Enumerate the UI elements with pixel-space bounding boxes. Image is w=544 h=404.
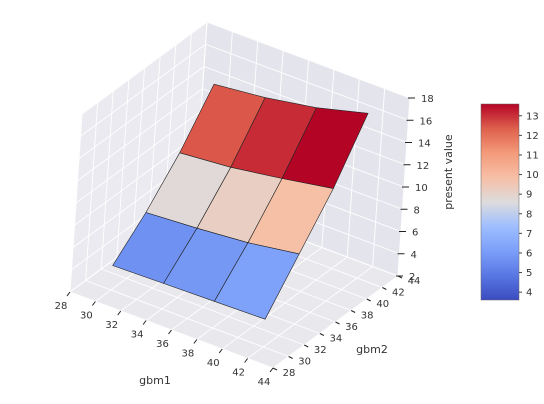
colorbar-tick-label: 7 bbox=[526, 229, 532, 240]
z-tick-label: 2 bbox=[409, 272, 415, 283]
z-tick-label: 8 bbox=[414, 205, 420, 216]
axes: 2830323436384042442830323436384042442468… bbox=[55, 94, 434, 388]
y-tick-label: 32 bbox=[314, 345, 327, 356]
y-tick bbox=[350, 310, 356, 313]
colorbar-gradient bbox=[480, 103, 520, 301]
grid-line bbox=[206, 21, 411, 99]
surface bbox=[112, 83, 369, 320]
y-tick-label: 36 bbox=[345, 322, 358, 333]
y-tick bbox=[288, 356, 293, 359]
grid-line bbox=[205, 43, 409, 121]
surface-patch bbox=[112, 212, 198, 284]
x-tick bbox=[142, 320, 147, 325]
z-tick-label: 4 bbox=[411, 250, 417, 261]
grid-line bbox=[78, 66, 205, 159]
y-tick bbox=[319, 333, 325, 336]
x-tick bbox=[193, 339, 198, 344]
y-tick-label: 40 bbox=[376, 299, 389, 310]
x-tick bbox=[218, 348, 223, 354]
grid-line bbox=[81, 21, 208, 115]
x-tick bbox=[117, 310, 122, 316]
x-tick-label: 28 bbox=[55, 301, 68, 312]
y-tick bbox=[382, 287, 387, 290]
grid-line bbox=[77, 88, 203, 182]
colorbar-tick-label: 12 bbox=[526, 131, 539, 142]
y-tick bbox=[304, 344, 309, 348]
colorbar-tick-label: 10 bbox=[526, 170, 539, 181]
grid-line bbox=[203, 66, 408, 143]
z-tick-label: 16 bbox=[420, 116, 433, 127]
y-tick-label: 34 bbox=[330, 334, 343, 345]
colorbar-tick-label: 4 bbox=[526, 288, 532, 299]
x-tick bbox=[91, 301, 96, 306]
x-axis-label: gbm1 bbox=[139, 374, 171, 387]
x-tick-label: 38 bbox=[182, 349, 195, 360]
z-axis-label: present value bbox=[442, 134, 455, 210]
y-axis-label: gbm2 bbox=[356, 343, 388, 356]
z-tick-label: 18 bbox=[421, 94, 434, 105]
y-tick-label: 30 bbox=[298, 357, 311, 368]
z-tick-label: 14 bbox=[418, 139, 431, 150]
y-tick bbox=[272, 367, 278, 371]
x-tick-label: 44 bbox=[258, 377, 271, 388]
colorbar-tick-label: 9 bbox=[526, 190, 532, 201]
y-tick-label: 38 bbox=[361, 311, 374, 322]
x-tick-label: 40 bbox=[207, 358, 220, 369]
x-tick-label: 34 bbox=[131, 330, 144, 341]
grid-line bbox=[85, 280, 289, 357]
x-tick-label: 30 bbox=[80, 311, 93, 322]
grid-line bbox=[75, 110, 202, 204]
colorbar-tick-label: 13 bbox=[526, 111, 539, 122]
x-tick-label: 36 bbox=[156, 339, 169, 350]
colorbar-tick-label: 6 bbox=[526, 248, 532, 259]
colorbar-ticks: 4 5 6 7 8 9 10 11 12 13 bbox=[519, 111, 539, 299]
z-tick-label: 10 bbox=[415, 183, 428, 194]
grid-line bbox=[101, 268, 305, 346]
colorbar-tick-label: 8 bbox=[526, 209, 532, 220]
x-tick-label: 42 bbox=[232, 368, 245, 379]
y-tick bbox=[366, 298, 371, 302]
z-tick-label: 12 bbox=[417, 161, 430, 172]
grid-line bbox=[80, 43, 206, 137]
y-tick-label: 44 bbox=[408, 276, 421, 287]
colorbar-tick-label: 5 bbox=[526, 268, 532, 279]
colorbar-tick-label: 11 bbox=[526, 150, 539, 161]
x-tick bbox=[168, 329, 172, 335]
colorbar: 4 5 6 7 8 9 10 11 12 13 bbox=[480, 103, 539, 301]
x-tick bbox=[66, 291, 71, 297]
x-tick bbox=[244, 358, 249, 363]
y-tick-label: 28 bbox=[283, 368, 296, 379]
x-tick bbox=[269, 367, 274, 373]
x-tick-label: 32 bbox=[105, 320, 118, 331]
grid-line bbox=[74, 132, 200, 226]
y-tick-label: 42 bbox=[392, 288, 405, 299]
y-tick bbox=[335, 321, 340, 325]
z-tick-label: 6 bbox=[412, 228, 418, 239]
